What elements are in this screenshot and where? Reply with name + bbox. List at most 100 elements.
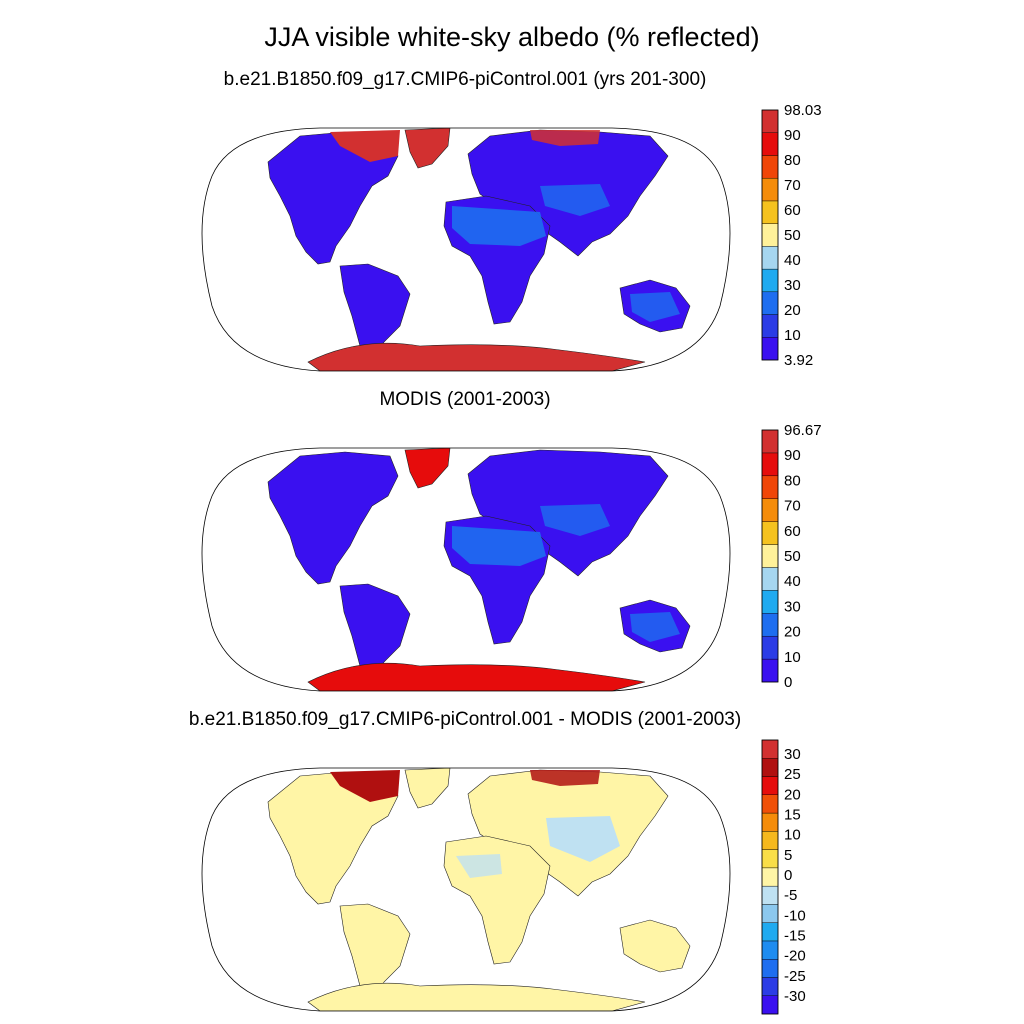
australia-interior-region [630, 292, 680, 322]
central-asia-region [540, 184, 610, 216]
colorbar-label: 30 [784, 746, 801, 763]
colorbar-label: 98.03 [784, 102, 822, 119]
colorbar-label: 90 [784, 447, 801, 464]
colorbar-segment [761, 475, 779, 499]
colorbar-segment [761, 452, 779, 477]
colorbar-label: 0 [784, 674, 792, 691]
australia-landmass [619, 919, 691, 973]
negative-difference-africa [456, 854, 502, 878]
colorbar-segment [761, 885, 779, 905]
colorbar-segment [761, 544, 779, 568]
greenland-landmass [404, 128, 451, 169]
colorbar-segment [761, 758, 779, 777]
difference-panel: b.e21.B1850.f09_g17.CMIP6-piControl.001 … [0, 706, 1024, 1024]
australia-interior-region [630, 612, 680, 642]
colorbar-segment [761, 613, 779, 637]
colorbar: 96.67 90 80 70 60 50 40 30 20 10 0 [761, 422, 822, 691]
colorbar-frame [761, 429, 779, 683]
colorbar-segment [761, 132, 779, 156]
colorbar-label: 96.67 [784, 422, 822, 439]
colorbar-segment [761, 776, 779, 795]
antarctica-landmass [307, 982, 646, 1011]
colorbar-label: 90 [784, 127, 801, 144]
colorbar-label: 20 [784, 786, 801, 803]
colorbar-label: 70 [784, 177, 801, 194]
colorbar-segment [761, 658, 779, 683]
colorbar-label: 40 [784, 573, 801, 590]
colorbar-label: -10 [784, 907, 806, 924]
colorbar-label: -30 [784, 988, 806, 1005]
greenland-landmass [404, 768, 451, 809]
colorbar-segment [761, 314, 779, 338]
colorbar-label: 10 [784, 649, 801, 666]
colorbar-segment [761, 977, 779, 996]
colorbar-segment [761, 849, 779, 869]
colorbar-label: -15 [784, 928, 806, 945]
colorbar-frame [761, 739, 779, 1015]
antarctica-landmass [307, 342, 646, 371]
greenland-landmass [404, 448, 451, 489]
colorbar-label: 5 [784, 847, 792, 864]
model-panel: b.e21.B1850.f09_g17.CMIP6-piControl.001 … [0, 66, 1024, 376]
antarctica-landmass [307, 662, 646, 691]
map-area [201, 767, 731, 1012]
colorbar-label: 70 [784, 498, 801, 515]
colorbar-segment [761, 812, 779, 832]
colorbar-segment [761, 177, 779, 202]
colorbar-label: 3.92 [784, 352, 813, 369]
colorbar-label: 30 [784, 277, 801, 294]
namerica-landmass [267, 451, 399, 585]
siberian-arctic-region [530, 770, 600, 786]
colorbar-segment [761, 200, 779, 224]
colorbar-label: 20 [784, 302, 801, 319]
model-panel-title: b.e21.B1850.f09_g17.CMIP6-piControl.001 … [223, 69, 707, 90]
colorbar-segment [761, 904, 779, 923]
colorbar-label: 80 [784, 152, 801, 169]
colorbar-label: 25 [784, 766, 801, 783]
difference-panel-title: b.e21.B1850.f09_g17.CMIP6-piControl.001 … [188, 709, 742, 730]
colorbar-segment [761, 922, 779, 942]
colorbar-label: 60 [784, 202, 801, 219]
colorbar-segment [761, 958, 779, 978]
colorbar-label: 0 [784, 867, 792, 884]
colorbar: 98.03 90 80 70 60 50 40 30 20 10 3.92 [761, 102, 822, 369]
colorbar-segment [761, 109, 779, 133]
colorbar-segment [761, 521, 779, 545]
colorbar-segment [761, 739, 779, 759]
colorbar-segment [761, 995, 779, 1015]
map-area [201, 127, 731, 372]
colorbar-label: 50 [784, 227, 801, 244]
colorbar-segment [761, 155, 779, 179]
siberian-arctic-region [530, 130, 600, 146]
colorbar-segment [761, 867, 779, 887]
model-map: 98.03 90 80 70 60 50 40 30 20 10 3.92 [201, 102, 822, 372]
colorbar-label: 30 [784, 598, 801, 615]
central-asia-region [540, 504, 610, 536]
negative-difference-region [546, 816, 620, 862]
arctic-archipelago-region [330, 770, 400, 802]
arctic-archipelago-region [330, 130, 400, 162]
difference-map: 30 25 20 15 10 5 0 -5 -10 -15 -20 -25 -30 [201, 739, 806, 1015]
modis-panel-title: MODIS (2001-2003) [379, 389, 551, 410]
map-area [201, 447, 731, 692]
colorbar-segment [761, 223, 779, 247]
colorbar-segment [761, 337, 779, 361]
colorbar-label: -5 [784, 887, 797, 904]
colorbar-label: -20 [784, 948, 806, 965]
sahara-region [452, 526, 546, 566]
colorbar-segment [761, 940, 779, 960]
modis-panel: MODIS (2001-2003) 96.67 90 80 70 60 50 40 30 20 1… [0, 386, 1024, 696]
sahara-region [452, 206, 546, 246]
colorbar-label: 50 [784, 548, 801, 565]
colorbar-label: 20 [784, 624, 801, 641]
colorbar: 30 25 20 15 10 5 0 -5 -10 -15 -20 -25 -30 [761, 739, 806, 1015]
colorbar-segment [761, 590, 779, 614]
colorbar-label: 15 [784, 807, 801, 824]
colorbar-segment [761, 291, 779, 315]
colorbar-label: 60 [784, 523, 801, 540]
colorbar-label: -25 [784, 968, 806, 985]
colorbar-label: 10 [784, 327, 801, 344]
colorbar-segment [761, 429, 779, 454]
colorbar-frame [761, 109, 779, 361]
map-border [201, 127, 731, 372]
